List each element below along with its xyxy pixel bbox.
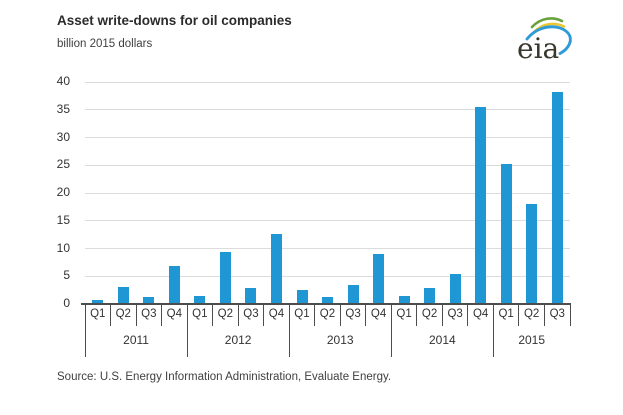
chart-unit-label: billion 2015 dollars	[57, 38, 153, 50]
x-axis: Q1 Q2 Q3 Q4 Q1 Q2 Q3 Q4 Q1 Q2 Q3 Q4 Q1 Q2 Q3 Q4 Q1 Q2 Q3 20…	[84, 304, 571, 364]
bar	[347, 285, 359, 304]
bar	[322, 296, 333, 304]
quarter-label: Q2	[115, 308, 131, 320]
quarter-separator	[467, 305, 469, 326]
quarter-separator	[263, 305, 265, 326]
bar	[296, 290, 308, 304]
year-separator	[84, 305, 86, 357]
year-separator	[492, 305, 494, 357]
y-tick-label: 35	[56, 101, 70, 116]
bar	[92, 299, 104, 304]
bar	[117, 286, 129, 304]
y-tick-label: 0	[63, 296, 70, 310]
y-tick-label: 40	[56, 74, 70, 88]
y-tick-label: 20	[56, 185, 70, 199]
quarter-label: Q1	[396, 308, 412, 320]
logo-text: eia	[517, 32, 559, 65]
quarter-label: Q1	[192, 308, 208, 320]
quarter-label: Q1	[90, 308, 106, 320]
x-axis-line	[81, 303, 571, 305]
quarter-separator	[135, 305, 137, 326]
quarter-label: Q3	[243, 308, 259, 320]
year-label: 2012	[224, 333, 252, 347]
gridline	[85, 248, 570, 249]
y-tick-label: 5	[63, 268, 70, 283]
bar	[373, 253, 385, 304]
source-note: Source: U.S. Energy Information Administ…	[57, 371, 392, 383]
bar	[270, 234, 282, 304]
quarter-label: Q3	[447, 308, 463, 320]
logo-green-arc	[530, 17, 564, 29]
year-label: 2015	[518, 333, 546, 347]
quarter-label: Q1	[294, 308, 310, 320]
bar	[194, 295, 206, 304]
quarter-separator	[339, 305, 341, 326]
gridline	[85, 81, 570, 83]
quarter-label: Q4	[268, 308, 285, 320]
bar	[245, 287, 257, 304]
quarter-separator	[110, 305, 111, 326]
quarter-separator	[544, 305, 545, 326]
year-separator	[390, 305, 392, 357]
quarter-label: Q3	[141, 308, 157, 320]
quarter-label: Q2	[421, 308, 438, 320]
bar	[449, 274, 461, 304]
bar	[424, 287, 436, 304]
gridline	[85, 275, 570, 277]
year-separator	[186, 305, 188, 357]
quarter-label: Q2	[319, 308, 336, 320]
year-label: 2011	[123, 333, 149, 347]
quarter-label: Q4	[166, 308, 183, 320]
quarter-separator	[212, 305, 214, 326]
bar	[219, 251, 231, 304]
bar	[551, 92, 563, 304]
y-axis-labels: 0 5 10 15 20 25 30 35 40	[38, 74, 78, 310]
quarter-separator	[365, 305, 367, 326]
logo-blue-arc	[525, 25, 572, 55]
gridline	[85, 164, 570, 166]
quarter-label: Q4	[472, 308, 489, 320]
bar	[526, 204, 538, 304]
bar	[168, 266, 180, 304]
quarter-label: Q1	[498, 308, 514, 320]
bar-chart: 0 5 10 15 20 25 30 35 40 Q1 Q2 Q3 Q4 Q1 Q2 Q3 Q4 Q1 Q2 Q3 Q…	[57, 74, 571, 357]
year-label: 2014	[428, 333, 456, 347]
eia-logo: eia	[517, 17, 572, 65]
gridline	[85, 109, 570, 111]
gridline	[85, 220, 570, 222]
quarter-label: Q3	[345, 308, 361, 320]
quarter-separator	[237, 305, 239, 326]
quarter-separator	[569, 305, 571, 326]
y-tick-label: 25	[56, 157, 70, 172]
gridline	[85, 192, 570, 194]
quarter-separator	[416, 305, 418, 326]
quarter-separator	[161, 305, 163, 326]
y-tick-label: 10	[56, 240, 70, 255]
quarter-label: Q3	[549, 308, 565, 320]
quarter-separator	[314, 305, 316, 326]
y-tick-label: 30	[56, 129, 70, 144]
bar	[500, 164, 512, 304]
y-tick-label: 15	[56, 212, 70, 227]
quarter-separator	[518, 305, 520, 326]
quarter-separator	[441, 305, 443, 326]
gridline	[85, 137, 570, 138]
plot-area	[85, 81, 570, 304]
year-label: 2013	[326, 333, 354, 347]
year-separator	[288, 305, 290, 357]
bar	[143, 296, 155, 304]
bar	[398, 296, 410, 304]
quarter-label: Q4	[370, 308, 387, 320]
quarter-label: Q2	[217, 308, 234, 320]
quarter-label: Q2	[523, 308, 540, 320]
bar	[475, 107, 487, 304]
chart-title: Asset write-downs for oil companies	[57, 13, 292, 28]
